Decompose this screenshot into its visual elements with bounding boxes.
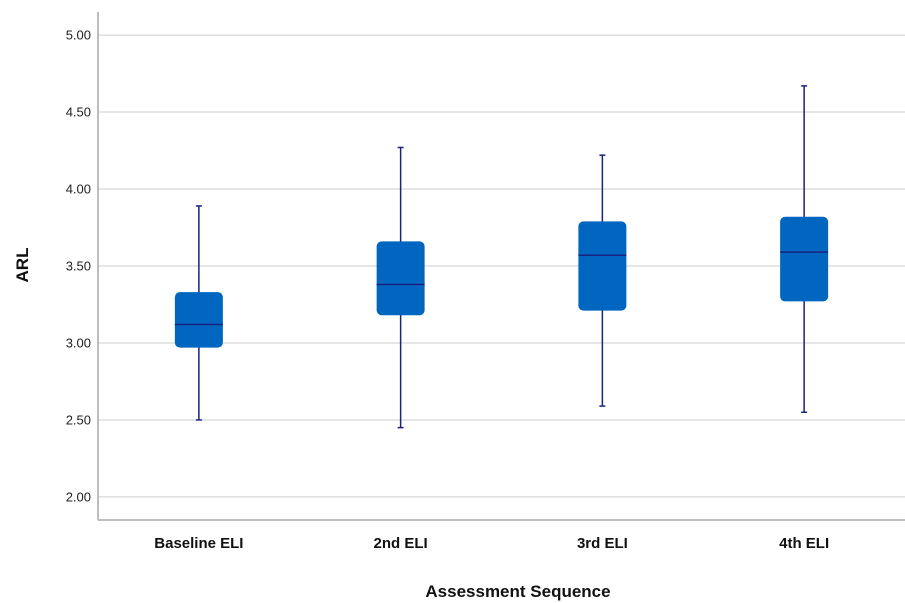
boxes	[174, 85, 829, 429]
y-tick-label: 4.00	[66, 182, 91, 197]
box	[780, 216, 829, 302]
y-tick-labels: 2.00 2.50 3.00 3.50 4.00 4.50 5.00	[66, 28, 91, 505]
box	[174, 292, 223, 348]
box-group	[780, 85, 829, 413]
y-axis-title: ARL	[13, 248, 32, 283]
y-tick-label: 3.50	[66, 259, 91, 274]
box-group	[174, 205, 223, 421]
y-tick-label: 4.50	[66, 105, 91, 120]
x-tick-label: 4th ELI	[779, 535, 829, 552]
box-group	[376, 146, 425, 429]
x-tick-label: 3rd ELI	[577, 535, 628, 552]
axes	[97, 12, 905, 521]
x-axis-title: Assessment Sequence	[425, 582, 610, 601]
gridlines	[98, 34, 905, 498]
box	[578, 221, 627, 311]
box-group	[578, 154, 627, 407]
x-tick-label: 2nd ELI	[374, 535, 428, 552]
y-tick-label: 2.50	[66, 412, 91, 427]
box	[376, 241, 425, 316]
x-tick-labels: Baseline ELI 2nd ELI 3rd ELI 4th ELI	[154, 535, 829, 552]
y-tick-label: 3.00	[66, 335, 91, 350]
y-tick-label: 5.00	[66, 28, 91, 43]
x-tick-label: Baseline ELI	[154, 535, 243, 552]
y-tick-label: 2.00	[66, 489, 91, 504]
